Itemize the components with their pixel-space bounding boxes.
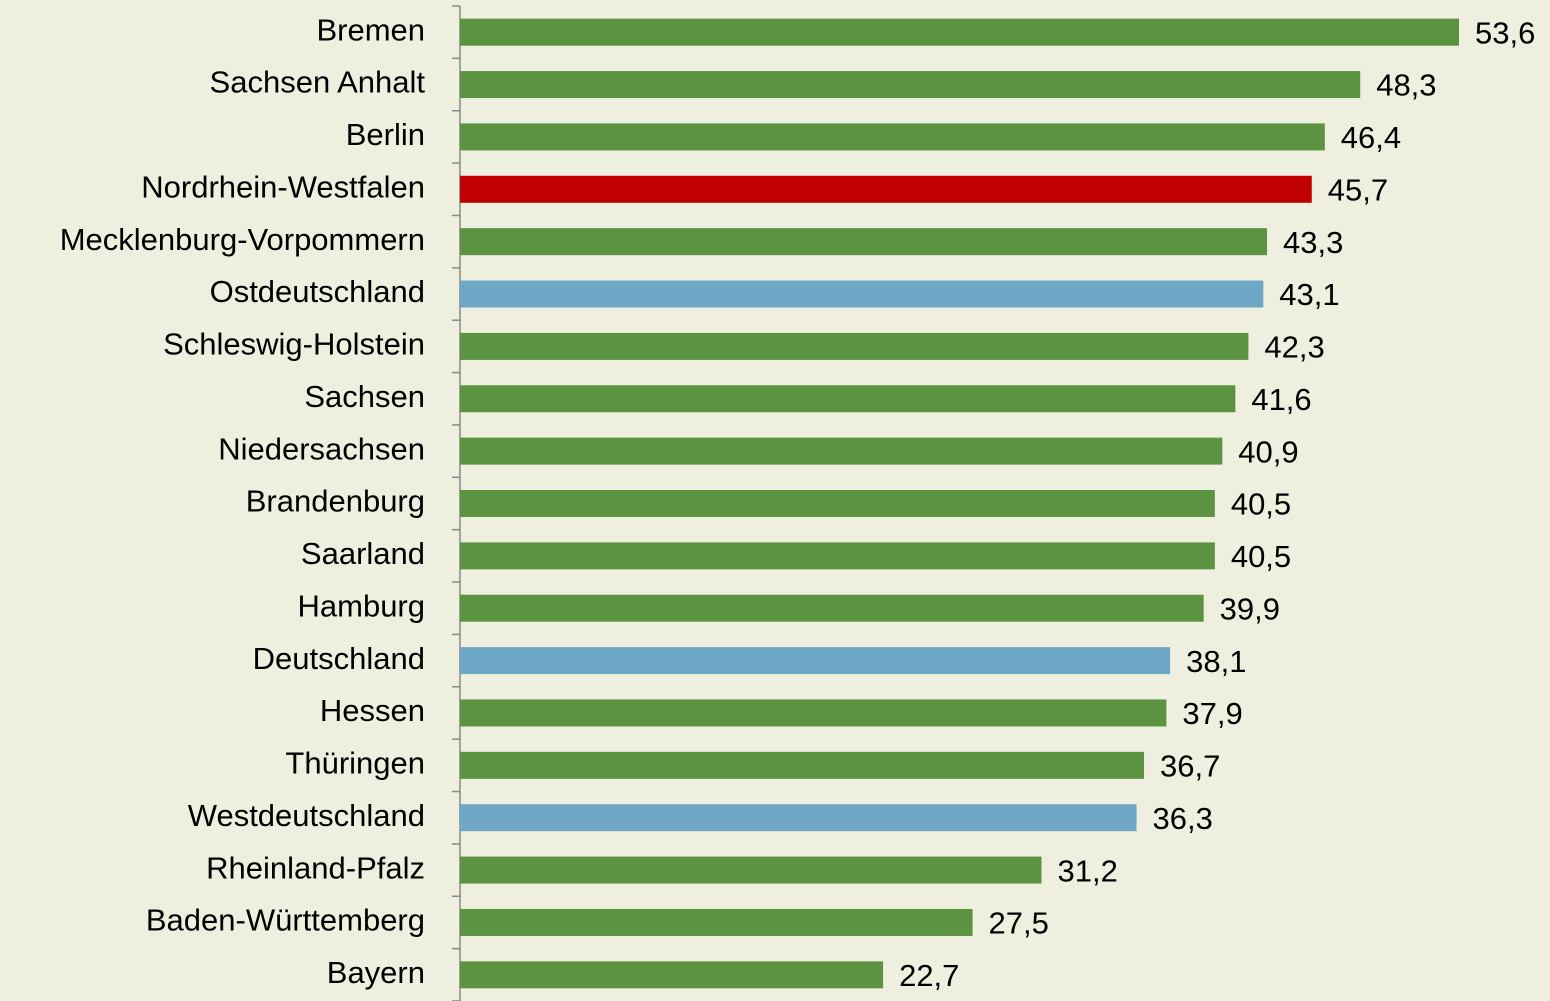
category-label: Thüringen (285, 746, 425, 781)
category-label: Niedersachsen (218, 431, 425, 466)
category-label: Hessen (320, 693, 425, 728)
category-label: Berlin (346, 117, 425, 152)
value-label: 46,4 (1341, 120, 1401, 155)
category-label: Bremen (316, 12, 425, 47)
value-label: 31,2 (1058, 853, 1118, 888)
value-label: 45,7 (1328, 172, 1388, 207)
category-label: Hamburg (298, 588, 426, 623)
category-label: Baden-Württemberg (146, 903, 425, 938)
category-label: Deutschland (253, 641, 425, 676)
value-label: 42,3 (1264, 330, 1324, 365)
value-label: 48,3 (1376, 68, 1436, 103)
bar (460, 385, 1236, 413)
value-label: 43,1 (1279, 277, 1339, 312)
category-label: Sachsen (304, 379, 425, 414)
bar (460, 647, 1171, 675)
value-label: 40,9 (1238, 434, 1298, 469)
category-label: Westdeutschland (188, 798, 425, 833)
value-label: 43,3 (1283, 225, 1343, 260)
category-label: Mecklenburg-Vorpommern (60, 222, 425, 257)
bar (460, 71, 1361, 99)
bar (460, 175, 1312, 203)
bar (460, 751, 1145, 779)
bar (460, 908, 973, 936)
value-label: 37,9 (1182, 696, 1242, 731)
bar (460, 594, 1204, 622)
bar (460, 332, 1249, 360)
bar (460, 228, 1268, 256)
bar (460, 856, 1042, 884)
value-label: 36,3 (1153, 801, 1213, 836)
bar (460, 123, 1325, 151)
category-label: Ostdeutschland (210, 274, 425, 309)
category-label: Brandenburg (246, 484, 425, 519)
bar (460, 542, 1215, 570)
value-label: 38,1 (1186, 644, 1246, 679)
category-label: Rheinland-Pfalz (206, 850, 425, 885)
bar (460, 280, 1264, 308)
bar (460, 490, 1215, 517)
category-label: Sachsen Anhalt (210, 65, 426, 100)
bar (460, 437, 1223, 465)
value-label: 27,5 (989, 906, 1049, 941)
value-label: 39,9 (1220, 591, 1280, 626)
value-label: 53,6 (1475, 15, 1535, 50)
category-label: Bayern (327, 955, 425, 990)
value-label: 40,5 (1231, 487, 1291, 522)
value-label: 41,6 (1251, 382, 1311, 417)
category-label: Saarland (301, 536, 425, 571)
value-label: 36,7 (1160, 749, 1220, 784)
bar (460, 961, 884, 989)
value-label: 22,7 (899, 958, 959, 993)
bar (460, 699, 1167, 727)
value-label: 40,5 (1231, 539, 1291, 574)
bar (460, 804, 1137, 832)
category-label: Nordrhein-Westfalen (141, 169, 425, 204)
bar (460, 18, 1459, 46)
category-label: Schleswig-Holstein (163, 327, 425, 362)
